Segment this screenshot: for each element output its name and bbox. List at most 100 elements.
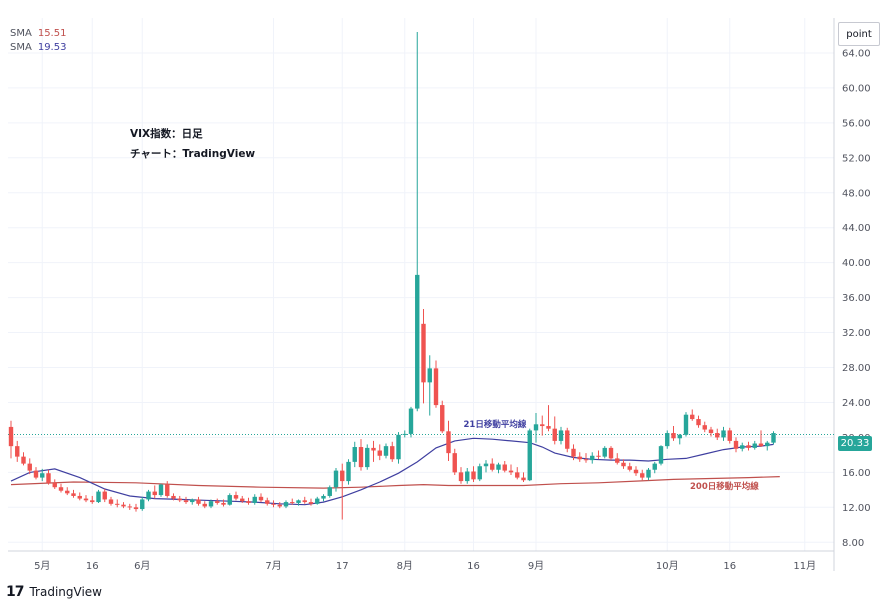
candle-up (208, 501, 214, 507)
candle-up (352, 447, 357, 462)
candle-up (415, 274, 420, 409)
candle-up (227, 495, 232, 505)
x-tick-label: 16 (467, 561, 480, 572)
candle-down (21, 456, 26, 464)
candle-down (121, 504, 126, 507)
tradingview-logo[interactable]: 17 TradingView (6, 584, 102, 600)
candle-down (183, 500, 189, 503)
x-tick-label: 11月 (793, 560, 816, 572)
y-tick-label: 44.00 (842, 223, 871, 234)
candle-up (396, 434, 401, 460)
candle-down (440, 405, 445, 432)
candle-down (633, 469, 639, 474)
y-tick-label: 60.00 (842, 83, 871, 94)
candle-up (283, 502, 289, 507)
candle-up (558, 430, 564, 441)
candle-down (608, 447, 614, 459)
candle-down (102, 491, 107, 500)
candle-down (583, 459, 589, 461)
candle-down (515, 472, 520, 478)
sma21-annotation: 21日移動平均線 (464, 419, 527, 430)
candle-down (15, 446, 20, 457)
x-tick-label: 16 (723, 561, 736, 572)
y-tick-label: 56.00 (842, 118, 871, 129)
candle-down (502, 464, 507, 471)
candle-down (671, 433, 676, 439)
candle-down (746, 445, 751, 448)
candle-up (427, 368, 432, 383)
candle-down (471, 471, 476, 480)
y-tick-label: 40.00 (842, 258, 871, 269)
candle-up (346, 461, 351, 482)
candle-up (683, 414, 689, 435)
candle-down (215, 501, 220, 503)
candle-down (615, 458, 620, 463)
candle-down (240, 498, 245, 502)
candle-down (371, 447, 376, 451)
candle-up (590, 455, 595, 461)
y-tick-label: 36.00 (842, 293, 871, 304)
candle-up (333, 470, 339, 488)
candle-up (646, 469, 651, 478)
candle-down (571, 448, 576, 457)
candle-up (158, 484, 164, 496)
candle-down (8, 426, 14, 447)
candle-down (552, 428, 557, 441)
sma200-legend-label: SMA (10, 28, 32, 39)
tradingview-mark-icon: 17 (6, 584, 25, 600)
candle-up (315, 498, 320, 504)
candle-down (696, 419, 701, 426)
candle-down (71, 493, 76, 496)
candle-up (527, 430, 532, 481)
candle-up (752, 443, 757, 448)
candle-down (65, 490, 70, 494)
candle-down (177, 498, 182, 501)
y-tick-label: 12.00 (842, 503, 871, 514)
candle-down (702, 425, 707, 430)
candle-down (165, 484, 170, 496)
candle-up (602, 447, 607, 457)
x-tick-label: 17 (336, 561, 349, 572)
unit-button[interactable]: point (838, 22, 880, 46)
candle-down (758, 443, 764, 447)
candle-down (577, 456, 582, 460)
x-tick-label: 7月 (265, 560, 281, 572)
sma200-legend: SMA 15.51 (10, 28, 66, 39)
candle-down (727, 430, 732, 441)
candle-down (690, 414, 695, 420)
x-tick-label: 5月 (34, 560, 50, 572)
candle-up (327, 487, 332, 496)
x-tick-label: 6月 (134, 560, 150, 572)
candle-down (277, 504, 282, 507)
candle-down (233, 495, 239, 499)
candle-down (340, 470, 345, 482)
candle-down (433, 368, 439, 406)
candle-up (296, 500, 301, 503)
candle-down (221, 502, 226, 505)
candle-down (640, 473, 645, 478)
candle-down (290, 502, 295, 504)
candle-down (458, 472, 464, 482)
y-tick-label: 64.00 (842, 48, 871, 59)
candle-up (140, 499, 145, 510)
candle-down (596, 455, 601, 457)
candle-down (33, 470, 39, 478)
candle-down (115, 503, 120, 505)
candle-up (96, 491, 101, 503)
chart-note-source: チャート：TradingView (130, 148, 256, 160)
y-tick-label: 28.00 (842, 363, 871, 374)
candle-up (477, 466, 482, 480)
candle-down (133, 507, 139, 510)
candle-up (408, 408, 414, 434)
candle-down (202, 503, 207, 507)
candle-down (308, 502, 314, 504)
candle-down (377, 450, 382, 456)
candle-down (708, 429, 714, 434)
candle-down (171, 495, 176, 499)
candle-down (358, 447, 364, 468)
candle-down (627, 466, 632, 470)
y-tick-label: 8.00 (842, 538, 864, 549)
candle-down (621, 462, 626, 467)
